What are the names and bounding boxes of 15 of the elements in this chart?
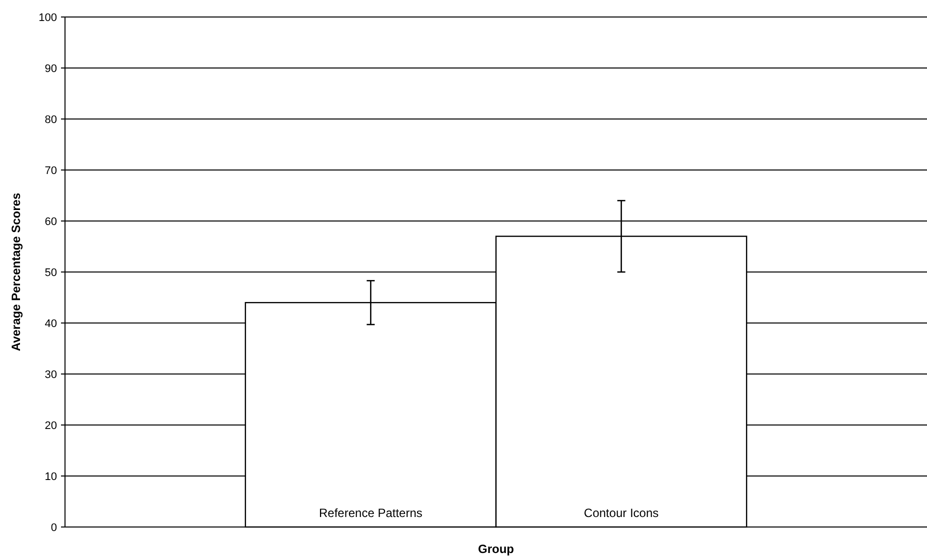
x-tick-label: Contour Icons [584, 506, 659, 520]
y-tick-label: 30 [44, 368, 57, 381]
y-tick-label: 60 [44, 216, 57, 228]
y-tick-label: 80 [44, 114, 57, 126]
y-tick-label: 70 [44, 164, 57, 177]
y-axis-title: Average Percentage Scores [9, 192, 23, 352]
y-tick-label: 100 [38, 12, 57, 24]
x-tick-label: Reference Patterns [319, 506, 422, 520]
x-axis-title: Group [478, 542, 514, 556]
y-tick-label: 0 [50, 522, 57, 534]
y-tick-label: 20 [44, 420, 57, 432]
y-tick-label: 50 [44, 266, 57, 279]
y-tick-label: 90 [44, 62, 57, 75]
y-tick-label: 10 [44, 470, 57, 483]
y-tick-label: 40 [44, 318, 57, 330]
